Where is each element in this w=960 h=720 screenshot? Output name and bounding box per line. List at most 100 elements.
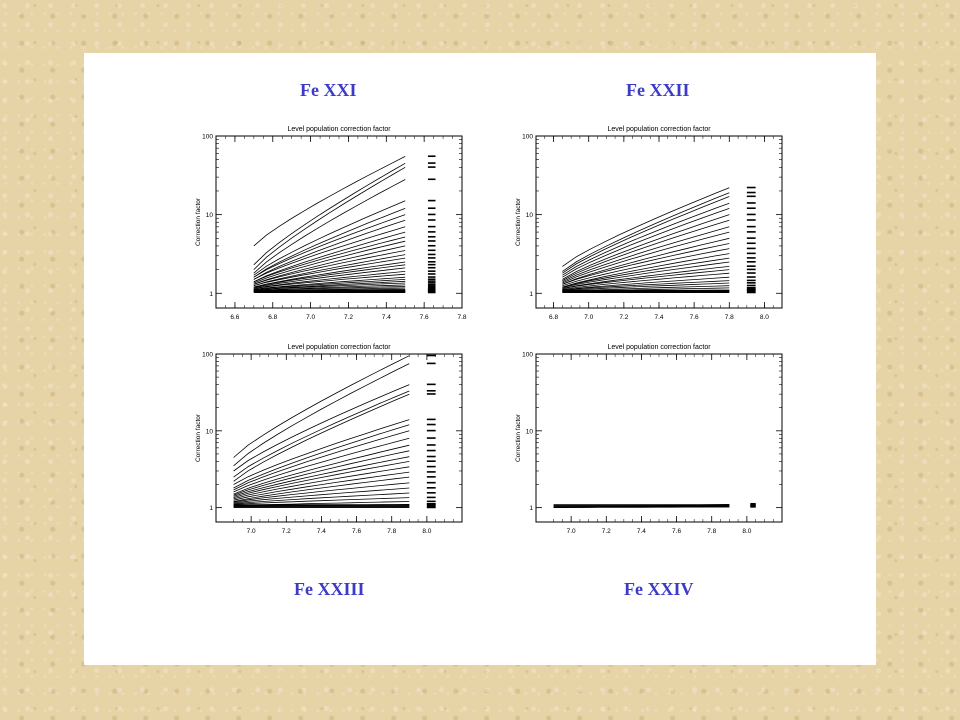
series-line [253, 254, 406, 287]
level-label-mark [427, 207, 436, 210]
series-line [233, 466, 410, 500]
level-label-mark [746, 207, 756, 210]
x-tick-label: 8.0 [760, 314, 769, 321]
level-label-mark [426, 487, 436, 489]
level-label-mark [746, 247, 756, 250]
x-tick-label: 7.6 [420, 314, 429, 321]
level-label-mark [426, 383, 436, 386]
series-line [562, 272, 730, 290]
x-tick-label: 7.8 [725, 314, 734, 321]
series-line [233, 355, 410, 458]
y-axis-label: Correction factor [195, 197, 202, 246]
series-line [562, 276, 730, 291]
plot-title: Level population correction factor [607, 344, 711, 351]
series-line [562, 248, 730, 287]
series-line [562, 226, 730, 283]
level-label-mark [426, 449, 436, 452]
plot-title: Level population correction factor [287, 126, 391, 133]
series-line [562, 208, 730, 278]
series-line [562, 202, 730, 276]
series-line [233, 444, 410, 495]
x-tick-label: 7.6 [690, 314, 699, 321]
level-label-mark [427, 285, 436, 288]
level-label-mark [746, 265, 756, 267]
x-tick-label: 8.0 [422, 528, 431, 535]
level-label-mark [427, 257, 436, 259]
series-line [233, 456, 410, 497]
level-label-mark [746, 268, 756, 271]
series-line [253, 162, 406, 266]
series-line [233, 390, 410, 478]
level-label-mark [426, 502, 436, 508]
level-label-mark [427, 199, 436, 202]
level-label-mark [746, 195, 756, 198]
y-axis-label: Correction factor [515, 197, 522, 246]
series-line [233, 437, 410, 493]
level-label-mark [746, 186, 756, 189]
x-tick-label: 7.4 [654, 314, 663, 321]
level-label-mark [746, 286, 756, 289]
series-line [253, 156, 406, 247]
series-line [233, 384, 410, 472]
level-label-mark [746, 242, 756, 245]
level-label-mark [746, 288, 756, 294]
x-tick-label: 7.4 [637, 528, 646, 535]
level-label-mark [427, 288, 436, 294]
level-label-mark [426, 476, 436, 478]
level-label-mark [426, 465, 436, 468]
level-label-mark [427, 282, 436, 284]
series-line [233, 492, 410, 505]
plot-fe-xxiii: Level population correction factor Correc… [195, 344, 463, 535]
y-tick-label: 1 [529, 291, 533, 298]
series-line [253, 219, 406, 280]
series-line [253, 271, 406, 289]
level-label-mark [427, 231, 436, 233]
series-line [562, 243, 730, 285]
series-line [253, 264, 406, 288]
x-tick-label: 7.2 [602, 528, 611, 535]
series-line [253, 279, 406, 290]
series-line [253, 179, 406, 274]
series-line [253, 236, 406, 283]
level-label-mark [427, 235, 436, 238]
x-tick-label: 6.8 [268, 314, 277, 321]
level-label-mark [427, 155, 436, 158]
y-tick-label: 100 [522, 352, 533, 359]
x-tick-label: 7.6 [672, 528, 681, 535]
slide-panel: Fe XXI Fe XXII Fe XXIII Fe XXIV Level po… [84, 53, 876, 665]
x-tick-label: 7.0 [247, 528, 256, 535]
level-label-mark [746, 202, 756, 204]
level-label-mark [427, 283, 436, 286]
series-line [562, 219, 730, 281]
level-label-mark [427, 166, 436, 168]
x-tick-label: 7.2 [619, 314, 628, 321]
series-line [253, 231, 406, 283]
level-label-mark [746, 260, 756, 263]
plot-title: Level population correction factor [607, 126, 711, 133]
level-label-mark [426, 423, 436, 426]
series-line [562, 261, 730, 288]
level-label-mark [746, 284, 756, 287]
heading-fe-xxiv: Fe XXIV [624, 579, 694, 599]
level-label-mark [427, 162, 436, 164]
plot-fe-xxiv: Level population correction factor Correc… [515, 344, 783, 535]
level-label-mark [426, 481, 436, 484]
series-line [253, 240, 406, 284]
level-label-mark [426, 418, 436, 421]
x-tick-label: 7.0 [306, 314, 315, 321]
series-line [233, 363, 410, 467]
series-line [233, 487, 410, 504]
level-label-mark [746, 213, 756, 216]
x-tick-label: 7.8 [457, 314, 466, 321]
level-label-mark [746, 252, 756, 255]
y-axis-label: Correction factor [515, 413, 522, 462]
level-label-mark [427, 178, 436, 181]
series-line [253, 273, 406, 289]
y-tick-label: 100 [202, 134, 213, 141]
x-tick-label: 7.4 [382, 314, 391, 321]
x-tick-label: 7.2 [344, 314, 353, 321]
series-line [233, 476, 410, 502]
y-tick-label: 10 [526, 212, 534, 219]
series-line [233, 424, 410, 489]
x-tick-label: 6.6 [230, 314, 239, 321]
